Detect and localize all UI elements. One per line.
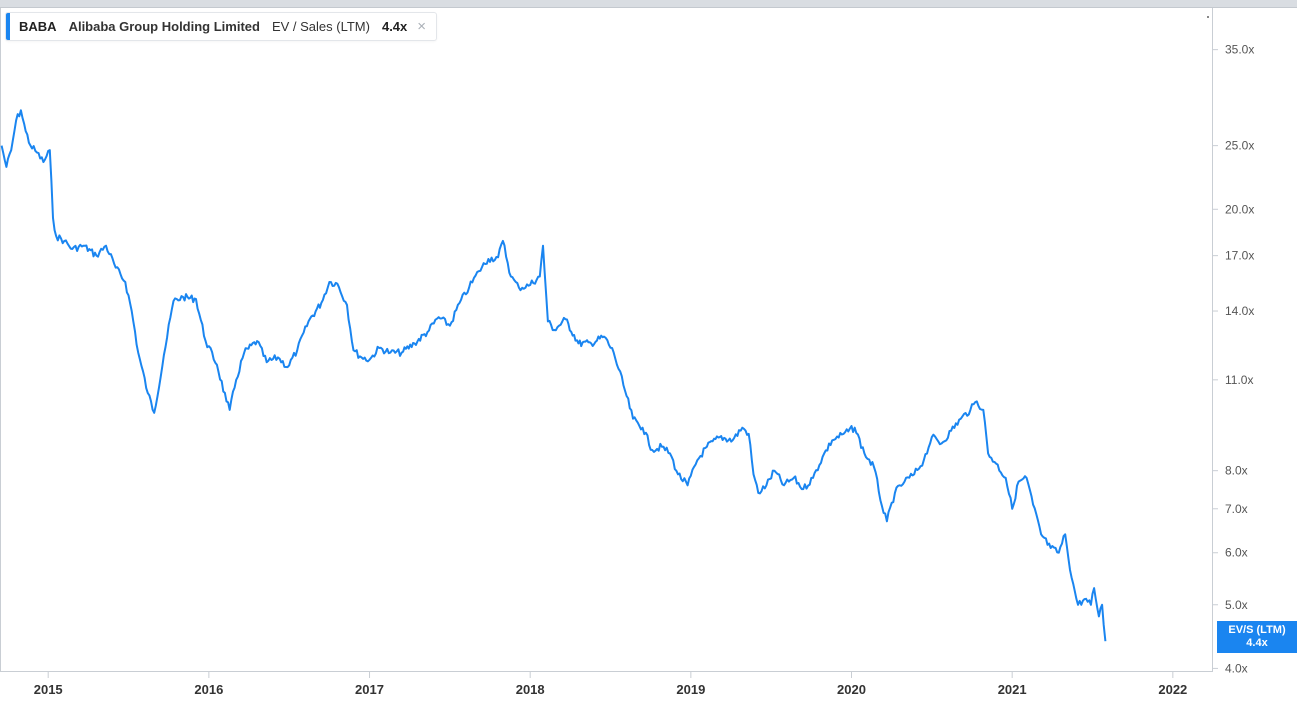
legend-last-value: 4.4x xyxy=(381,19,408,34)
y-axis: 35.0x 25.0x 20.0x 17.0x 14.0x 11.0x 8.0x 7.0x 6.… xyxy=(1213,43,1254,675)
y-tick-label: 35.0x xyxy=(1225,43,1254,57)
x-axis: 2015 2016 2017 2018 2019 2020 2021 2022 xyxy=(34,672,1187,697)
series-color-swatch xyxy=(6,13,10,40)
x-tick-label: 2017 xyxy=(355,682,384,697)
y-tick-label: 7.0x xyxy=(1225,502,1248,516)
chart-legend[interactable]: BABA Alibaba Group Holding Limited EV / … xyxy=(5,12,438,41)
x-tick-label: 2021 xyxy=(998,682,1027,697)
close-icon[interactable]: × xyxy=(417,18,427,35)
y-tick-label: 5.0x xyxy=(1225,598,1248,612)
legend-ticker: BABA xyxy=(19,19,57,34)
y-tick-label: 25.0x xyxy=(1225,139,1254,153)
y-tick-label: 8.0x xyxy=(1225,464,1248,478)
x-tick-label: 2020 xyxy=(837,682,866,697)
legend-metric: EV / Sales (LTM) xyxy=(271,19,370,34)
y-tick-label: 20.0x xyxy=(1225,202,1254,216)
x-tick-label: 2019 xyxy=(676,682,705,697)
x-tick-label: 2022 xyxy=(1158,682,1187,697)
x-tick-label: 2015 xyxy=(34,682,63,697)
series-layer xyxy=(0,109,1107,642)
y-tick-label: 17.0x xyxy=(1225,249,1254,263)
y-tick-label: 4.0x xyxy=(1225,661,1248,675)
y-tick-label: 11.0x xyxy=(1225,373,1253,387)
top-border xyxy=(0,0,1297,8)
current-value-number: 4.4x xyxy=(1246,637,1268,649)
y-tick-label: 6.0x xyxy=(1225,546,1248,560)
plot-area-frame xyxy=(0,8,1213,672)
legend-company-name: Alibaba Group Holding Limited xyxy=(68,19,260,34)
x-tick-label: 2018 xyxy=(516,682,545,697)
current-value-metric: EV/S (LTM) xyxy=(1228,624,1286,636)
x-tick-label: 2016 xyxy=(194,682,223,697)
current-value-label: EV/S (LTM) 4.4x xyxy=(1217,621,1297,653)
series-line-0[interactable] xyxy=(0,109,1107,642)
y-tick-label: 14.0x xyxy=(1225,304,1254,318)
menu-dot-icon[interactable] xyxy=(1207,16,1209,18)
